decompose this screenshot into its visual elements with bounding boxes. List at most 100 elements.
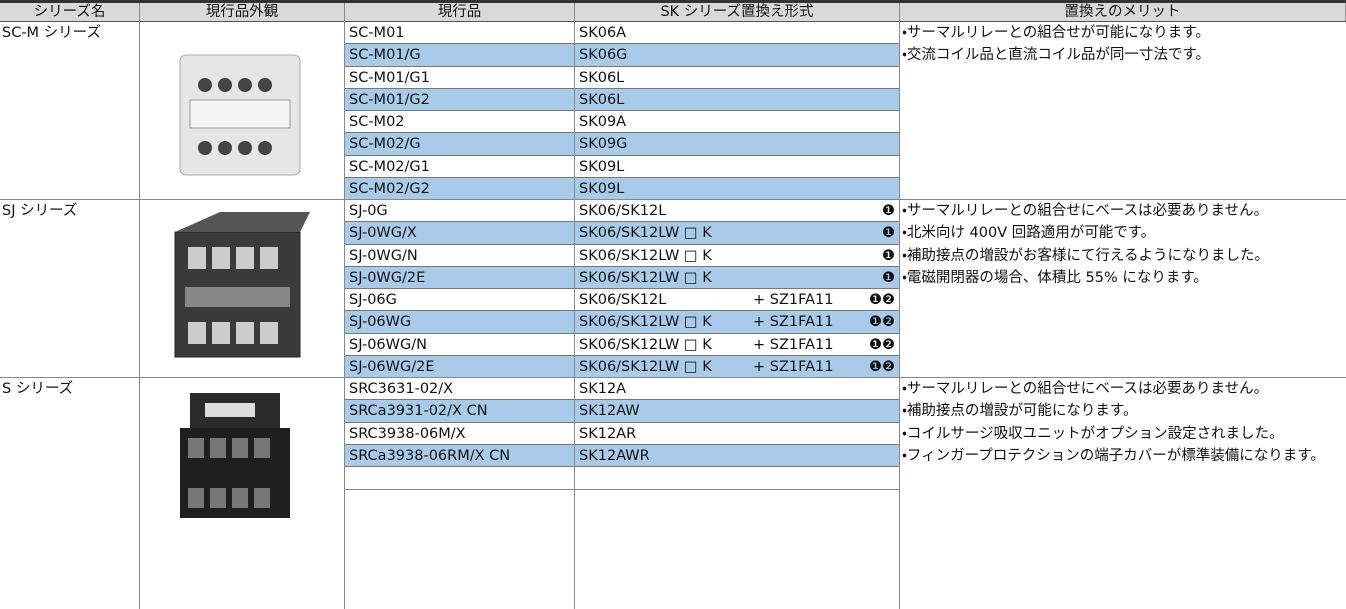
replacement-model: SK12A bbox=[579, 381, 627, 397]
series-name: SJ シリーズ bbox=[2, 203, 78, 219]
replacement-cell: SK12AR bbox=[575, 422, 900, 445]
current-model: SJ-06WG/2E bbox=[345, 355, 575, 378]
product-photo bbox=[180, 393, 290, 518]
current-model: SJ-0WG/N bbox=[345, 244, 575, 267]
current-model: SRCa3938-06RM/X CN bbox=[345, 444, 575, 467]
footnote-mark: ❶ bbox=[882, 269, 895, 286]
current-model: SRC3938-06M/X bbox=[345, 422, 575, 445]
option-part: + SZ1FA11 bbox=[753, 336, 834, 353]
series-name: SC-M シリーズ bbox=[2, 25, 101, 41]
current-model: SRC3631-02/X bbox=[345, 378, 575, 401]
section-line bbox=[0, 199, 1346, 200]
merit-text: ・北米向け 400V 回路適用が可能です。 bbox=[902, 225, 1156, 242]
replacement-model: SK06/SK12L bbox=[579, 292, 667, 308]
replacement-model: SK06/SK12LW □ K bbox=[579, 247, 712, 264]
replacement-cell: SK06G bbox=[575, 44, 900, 67]
replacement-model: SK09L bbox=[579, 158, 625, 175]
replacement-model: SK06/SK12LW □ K bbox=[579, 358, 712, 375]
replacement-model: SK12AR bbox=[579, 425, 637, 442]
column-line bbox=[574, 3, 575, 609]
replacement-model: SK12AW bbox=[579, 403, 640, 420]
replacement-cell: SK09G bbox=[575, 133, 900, 156]
current-model: SC-M02 bbox=[345, 111, 575, 134]
replacement-cell: SK06A bbox=[575, 22, 900, 45]
merit-text: ・サーマルリレーとの組合せが可能になります。 bbox=[902, 25, 1210, 41]
current-model: SC-M01/G1 bbox=[345, 66, 575, 89]
merit-text: ・サーマルリレーとの組合せにベースは必要ありません。 bbox=[902, 381, 1269, 397]
header-cell: 現行品外観 bbox=[140, 3, 345, 22]
replacement-cell: SK09L bbox=[575, 155, 900, 178]
replacement-cell: SK12AWR bbox=[575, 444, 900, 467]
current-model: SJ-0G bbox=[345, 200, 575, 223]
replacement-model: SK06A bbox=[579, 25, 627, 41]
section-line bbox=[0, 377, 1346, 378]
series-name: S シリーズ bbox=[2, 381, 74, 397]
replacement-cell: SK09L bbox=[575, 177, 900, 200]
replacement-cell: SK06/SK12L ❶ bbox=[575, 200, 900, 223]
replacement-cell: SK12AW bbox=[575, 400, 900, 423]
replacement-cell: SK06/SK12LW □ K ❶ bbox=[575, 266, 900, 289]
replacement-cell: SK06/SK12L + SZ1FA11 ❶❷ bbox=[575, 289, 900, 312]
option-part: + SZ1FA11 bbox=[753, 292, 834, 308]
header-cell: 現行品 bbox=[345, 3, 575, 22]
merit-text: ・サーマルリレーとの組合せにベースは必要ありません。 bbox=[902, 203, 1269, 219]
replacement-model: SK09A bbox=[579, 114, 627, 130]
current-model: SC-M01/G bbox=[345, 44, 575, 67]
current-model: SC-M02/G1 bbox=[345, 155, 575, 178]
footnote-mark: ❶❷ bbox=[869, 314, 895, 331]
replacement-cell: SK06/SK12LW □ K ❶ bbox=[575, 244, 900, 267]
replacement-cell: SK06/SK12LW □ K + SZ1FA11 ❶❷ bbox=[575, 355, 900, 378]
replacement-model: SK06/SK12LW □ K bbox=[579, 269, 712, 286]
current-model: SJ-06WG bbox=[345, 311, 575, 334]
footnote-mark: ❶❷ bbox=[869, 336, 895, 353]
replacement-model: SK06L bbox=[579, 69, 625, 86]
replacement-cell: SK12A bbox=[575, 378, 900, 401]
current-model: SJ-0WG/X bbox=[345, 222, 575, 245]
option-part: + SZ1FA11 bbox=[753, 314, 834, 331]
current-model: SC-M02/G2 bbox=[345, 177, 575, 200]
current-model: SC-M01 bbox=[345, 22, 575, 45]
current-model: SRCa3931-02/X CN bbox=[345, 400, 575, 423]
row-line bbox=[345, 489, 900, 491]
current-model: SC-M02/G bbox=[345, 133, 575, 156]
footnote-mark: ❶❷ bbox=[869, 358, 895, 375]
header-cell: SK シリーズ置換え形式 bbox=[575, 3, 900, 22]
replacement-cell: SK06/SK12LW □ K ❶ bbox=[575, 222, 900, 245]
current-model: SJ-06WG/N bbox=[345, 333, 575, 356]
current-model: SJ-06G bbox=[345, 289, 575, 312]
replacement-model: SK06/SK12LW □ K bbox=[579, 314, 712, 331]
product-photo bbox=[179, 54, 301, 176]
column-line bbox=[344, 3, 345, 609]
merit-text: ・コイルサージ吸収ユニットがオプション設定されました。 bbox=[902, 425, 1284, 442]
footnote-mark: ❶❷ bbox=[869, 292, 895, 308]
product-photo bbox=[174, 212, 310, 358]
merit-text: ・交流コイル品と直流コイル品が同一寸法です。 bbox=[902, 47, 1210, 64]
replacement-cell: SK06/SK12LW □ K + SZ1FA11 ❶❷ bbox=[575, 311, 900, 334]
merit-text: ・補助接点の増設がお客様にて行えるようになりました。 bbox=[902, 247, 1269, 264]
replacement-cell: SK06L bbox=[575, 66, 900, 89]
option-part: + SZ1FA11 bbox=[753, 358, 834, 375]
footnote-mark: ❶ bbox=[882, 203, 895, 219]
top-rule bbox=[0, 0, 1346, 3]
header-cell: シリーズ名 bbox=[0, 3, 140, 22]
replacement-cell: SK06L bbox=[575, 88, 900, 111]
replacement-model: SK09G bbox=[579, 136, 628, 153]
header-line bbox=[0, 21, 1346, 22]
replacement-model: SK06/SK12L bbox=[579, 203, 667, 219]
footnote-mark: ❶ bbox=[882, 225, 895, 242]
replacement-cell: SK06/SK12LW □ K + SZ1FA11 ❶❷ bbox=[575, 333, 900, 356]
current-model: SJ-0WG/2E bbox=[345, 266, 575, 289]
merit-text: ・補助接点の増設が可能になります。 bbox=[902, 403, 1138, 420]
header-cell: 置換えのメリット bbox=[900, 3, 1346, 22]
column-line bbox=[139, 3, 140, 609]
current-model: SC-M01/G2 bbox=[345, 88, 575, 111]
replacement-model: SK06G bbox=[579, 47, 628, 64]
replacement-model: SK06/SK12LW □ K bbox=[579, 336, 712, 353]
merit-text: ・フィンガープロテクションの端子カバーが標準装備になります。 bbox=[902, 447, 1325, 464]
replacement-model: SK12AWR bbox=[579, 447, 650, 464]
replacement-model: SK09L bbox=[579, 180, 625, 197]
merit-text: ・電磁開閉器の場合、体積比 55% になります。 bbox=[902, 269, 1208, 286]
replacement-model: SK06/SK12LW □ K bbox=[579, 225, 712, 242]
